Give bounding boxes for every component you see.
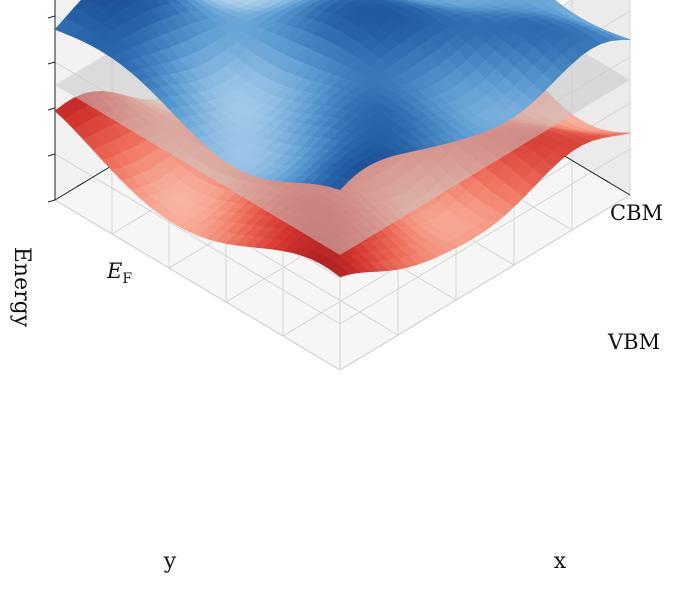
z-axis-label: Energy (9, 247, 34, 328)
surface-facet (88, 0, 98, 4)
fermi-label-main: E (106, 259, 122, 283)
z-tick (47, 153, 56, 157)
z-tick (47, 199, 56, 203)
z-tick (47, 107, 56, 111)
surface-facet (233, 0, 243, 3)
z-tick (47, 15, 56, 19)
vbm-label: VBM (607, 330, 660, 354)
grid-line (54, 148, 631, 325)
surface-facet (329, 176, 351, 191)
y-tick (76, 182, 85, 187)
x-tick (601, 177, 609, 183)
y-axis-label: y (163, 549, 177, 574)
fermi-label-sub: F (122, 271, 132, 287)
surface-facet (520, 0, 531, 3)
z-tick (47, 61, 56, 65)
grid-line (54, 194, 631, 371)
cbm-surface (54, 0, 631, 191)
surface-facet (499, 0, 512, 3)
surface-facet (329, 266, 351, 278)
surfaces (54, 0, 631, 278)
x-axis-label: x (554, 549, 567, 574)
fermi-level-label: EF (106, 259, 132, 287)
cbm-label: CBM (610, 201, 663, 225)
